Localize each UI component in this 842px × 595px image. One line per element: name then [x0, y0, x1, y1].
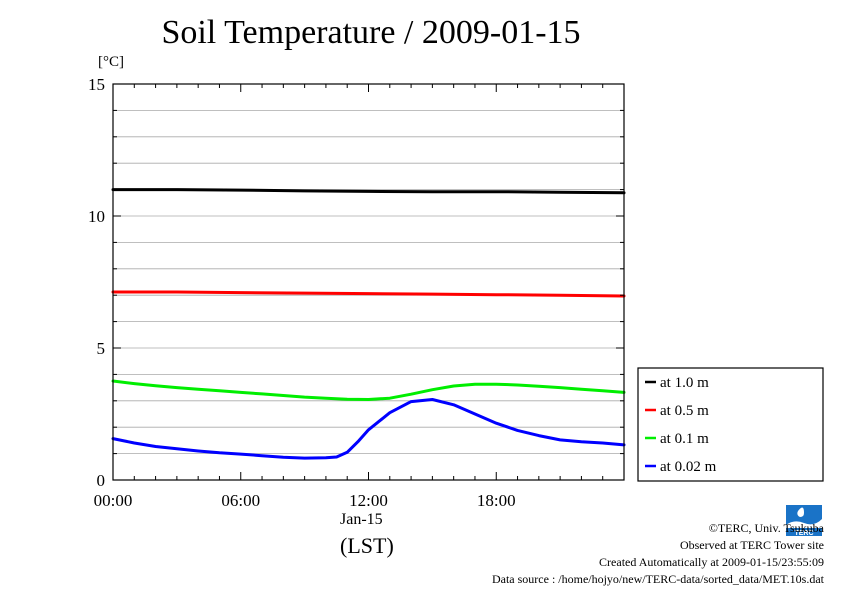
series-line-0 — [111, 188, 626, 195]
legend-label: at 1.0 m — [660, 375, 709, 391]
legend-frame — [637, 367, 824, 482]
axis-layer: 0 5 10 15 00:00 06:00 12:00 18:00 — [88, 75, 625, 510]
legend: at 1.0 m at 0.5 m at 0.1 m at 0.02 m — [637, 367, 824, 482]
chart-title: Soil Temperature / 2009-01-15 — [161, 14, 581, 51]
y-axis-unit-label: [°C] — [98, 54, 124, 70]
observed-text: Observed at TERC Tower site — [679, 538, 824, 552]
y-tick-label: 15 — [88, 75, 105, 94]
x-axis-date-label: Jan-15 — [340, 511, 383, 528]
y-tick-label: 5 — [97, 339, 106, 358]
copyright-text: ©TERC, Univ. Tsukuba — [708, 521, 824, 535]
series-line-1 — [111, 290, 626, 298]
x-tick-label: 18:00 — [477, 491, 516, 510]
x-tick-label: 00:00 — [94, 491, 133, 510]
series-line-3 — [111, 398, 626, 460]
x-axis-caption: (LST) — [340, 533, 394, 558]
y-tick-label: 10 — [88, 207, 105, 226]
source-text: Data source : /home/hojyo/new/TERC-data/… — [491, 572, 824, 586]
series-layer — [111, 188, 626, 460]
series-line-2 — [111, 379, 626, 401]
plot-frame — [112, 83, 625, 481]
legend-label: at 0.5 m — [660, 403, 709, 419]
y-tick-label: 0 — [97, 471, 106, 490]
grid-layer — [113, 110, 624, 455]
logo-text: TERC — [794, 530, 813, 537]
credits-block: ©TERC, Univ. Tsukuba Observed at TERC To… — [492, 520, 824, 588]
legend-label: at 0.02 m — [660, 459, 717, 475]
terc-logo-icon: TERC — [786, 505, 822, 537]
legend-label: at 0.1 m — [660, 431, 709, 447]
created-text: Created Automatically at 2009-01-15/23:5… — [599, 555, 824, 569]
x-tick-label: 12:00 — [349, 491, 388, 510]
x-tick-label: 06:00 — [221, 491, 260, 510]
